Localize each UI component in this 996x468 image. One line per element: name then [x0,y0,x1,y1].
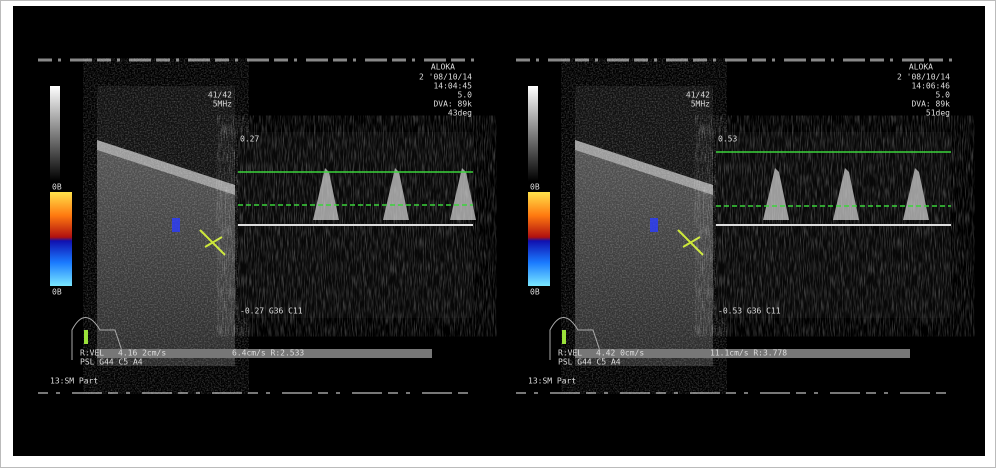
scale-top: 0.53 [718,135,737,144]
color-bar [528,192,550,286]
header-dva: DVA: 89k [433,100,472,109]
header-time: 14:04:45 [433,82,472,91]
probe-marker [562,330,566,344]
color-top: 0B [530,183,540,192]
color-top: 0B [52,183,62,192]
header-brand: ALOKA [431,63,455,72]
bmode-speckle [575,86,713,366]
header-angle: 43deg [448,109,472,118]
grayscale-bar [528,86,538,181]
header-depth: 5.0 [458,91,473,100]
frequency: 5MHz [691,100,710,109]
header-depth: 5.0 [936,91,951,100]
frequency: 5MHz [213,100,232,109]
status-gain: PSL G44 C5 A4 [558,358,621,367]
frame-count: 41/42 [208,91,232,100]
color-bottom: 0B [530,288,540,297]
footer-label: 13:SM Part [50,377,98,386]
header-date: 2 '08/10/14 [897,73,950,82]
header-dva: DVA: 89k [911,100,950,109]
color-bottom: 0B [52,288,62,297]
grayscale-bar [50,86,60,181]
scale-top: 0.27 [240,135,259,144]
status-mode: R:VEL [558,349,582,358]
color-bar [50,192,72,286]
status-vel: 4.16 2cm/s [118,349,166,358]
color-flow [650,218,658,232]
status-mode: R:VEL [80,349,104,358]
bmode-speckle [97,86,235,366]
probe-marker [84,330,88,344]
header-date: 2 '08/10/14 [419,73,472,82]
status-gain: PSL G44 C5 A4 [80,358,143,367]
color-flow [172,218,180,232]
status-vel: 4.42 0cm/s [596,349,644,358]
frame-count: 41/42 [686,91,710,100]
footer-label: 13:SM Part [528,377,576,386]
header-angle: 51deg [926,109,950,118]
status-ratio: 6.4cm/s R:2.533 [232,349,304,358]
scale-bottom: -0.53 G36 C11 [718,307,781,316]
header-time: 14:06:46 [911,82,950,91]
status-ratio: 11.1cm/s R:3.778 [710,349,787,358]
screenshot: 0B0BALOKA2 '08/10/1414:04:455.0DVA: 89k4… [0,0,996,468]
header-brand: ALOKA [909,63,933,72]
scale-bottom: -0.27 G36 C11 [240,307,303,316]
